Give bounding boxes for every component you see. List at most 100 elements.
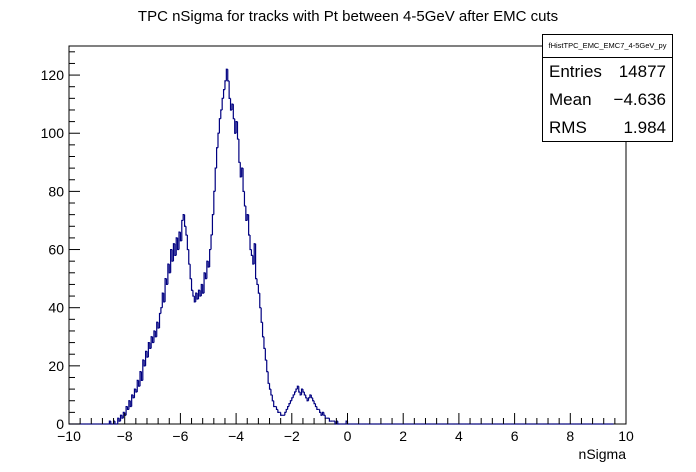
histogram-bin xyxy=(121,415,124,419)
y-tick-label: 80 xyxy=(48,183,64,199)
histogram-bin xyxy=(132,394,135,399)
histogram-bin xyxy=(263,336,266,349)
histogram-bin xyxy=(108,420,111,424)
histogram-bin xyxy=(285,408,288,413)
histogram-bin xyxy=(289,400,292,404)
histogram-bin xyxy=(321,411,324,416)
histogram-bin xyxy=(245,205,248,222)
histogram-bin xyxy=(193,296,196,303)
histogram-bin xyxy=(165,278,168,286)
rms-value: 1.984 xyxy=(623,118,666,137)
histogram-bin xyxy=(232,104,235,120)
stats-row-rms: RMS 1.984 xyxy=(543,114,672,142)
histogram-bin xyxy=(261,322,264,338)
histogram-bin xyxy=(227,69,230,82)
histogram-bin xyxy=(183,214,186,227)
histogram-bin xyxy=(309,394,312,398)
histogram-bin xyxy=(197,289,200,299)
histogram-bin xyxy=(314,403,317,408)
histogram-bin xyxy=(242,168,245,192)
histogram-bin xyxy=(316,406,319,411)
histogram-bin xyxy=(243,191,246,207)
histogram-bin xyxy=(172,243,175,262)
histogram-bin xyxy=(253,243,256,265)
histogram-bin xyxy=(277,409,280,413)
x-tick-label: 8 xyxy=(566,428,574,444)
histogram-bin xyxy=(207,261,210,268)
histogram-bin xyxy=(236,121,239,140)
histogram-bin xyxy=(257,284,260,294)
histogram-bin xyxy=(217,132,220,148)
y-tick-label: 0 xyxy=(56,416,64,432)
histogram-bin xyxy=(287,405,290,410)
histogram-bin xyxy=(292,394,295,398)
histogram-bin xyxy=(273,400,276,408)
x-tick-label: −4 xyxy=(228,428,244,444)
x-tick-label: −6 xyxy=(172,428,188,444)
x-tick-label: 4 xyxy=(455,428,463,444)
histogram-bin xyxy=(246,214,249,221)
histogram-bin xyxy=(266,360,269,373)
histogram-bin xyxy=(270,389,273,396)
histogram-bin xyxy=(320,412,323,416)
entries-label: Entries xyxy=(549,62,602,81)
x-tick-label: 10 xyxy=(618,428,634,444)
histogram-bin xyxy=(303,392,306,396)
histogram-bin xyxy=(225,68,228,81)
histogram-bin xyxy=(211,214,214,235)
histogram-bin xyxy=(238,139,241,163)
histogram-bin xyxy=(302,389,305,393)
histogram-bin xyxy=(178,231,181,250)
histogram-bin xyxy=(337,421,340,425)
histogram-bin xyxy=(163,293,166,303)
histogram-bin xyxy=(185,226,188,236)
histogram-bin xyxy=(182,214,185,221)
y-tick-label: 20 xyxy=(48,358,64,374)
x-tick-label: −10 xyxy=(57,428,81,444)
histogram-bin xyxy=(305,394,308,399)
x-tick-label: 0 xyxy=(344,428,352,444)
histogram-bin xyxy=(216,147,218,169)
histogram-bin xyxy=(260,307,263,323)
histogram-bin xyxy=(190,278,193,291)
y-tick-label: 100 xyxy=(41,125,65,141)
histogram-bin xyxy=(114,421,117,425)
y-tick-label: 40 xyxy=(48,300,64,316)
stats-box-name: fHistTPC_EMC_EMC7_4-5GeV_py xyxy=(543,35,672,58)
histogram-bin xyxy=(218,118,221,134)
histogram-bin xyxy=(164,278,167,302)
x-tick-label: 2 xyxy=(399,428,407,444)
y-tick-label: 120 xyxy=(41,67,65,83)
histogram-bin xyxy=(186,235,189,251)
histogram-bin xyxy=(110,421,113,425)
histogram-bin xyxy=(222,89,225,99)
histogram-bin xyxy=(214,167,217,192)
histogram-bin xyxy=(284,411,287,416)
histogram-bin xyxy=(288,403,291,407)
histogram-bin xyxy=(126,406,129,411)
entries-value: 14877 xyxy=(618,62,666,81)
histogram-bin xyxy=(221,97,224,110)
histogram-bin xyxy=(249,235,252,251)
x-axis-label: nSigma xyxy=(579,446,627,462)
stats-row-mean: Mean −4.636 xyxy=(543,86,672,114)
histogram-bin xyxy=(298,386,301,393)
histogram-bin xyxy=(129,400,132,408)
histogram-bin xyxy=(188,249,191,265)
histogram-bin xyxy=(319,409,322,413)
histogram-bin xyxy=(291,397,294,401)
mean-label: Mean xyxy=(549,90,592,109)
histogram-bin xyxy=(295,388,298,393)
chart-title: TPC nSigma for tracks with Pt between 4-… xyxy=(137,8,559,25)
histogram-bin xyxy=(271,394,274,402)
histogram-bin xyxy=(252,255,255,265)
histogram-bin xyxy=(228,80,231,99)
histogram-bin xyxy=(280,412,283,416)
histogram-bin xyxy=(248,214,251,236)
mean-value: −4.636 xyxy=(613,90,666,109)
histogram-bin xyxy=(128,400,131,410)
histogram-bin xyxy=(264,348,267,361)
stats-box: fHistTPC_EMC_EMC7_4-5GeV_py Entries 1487… xyxy=(542,34,673,142)
histogram-bin xyxy=(151,336,154,344)
histogram-bin xyxy=(181,219,184,241)
